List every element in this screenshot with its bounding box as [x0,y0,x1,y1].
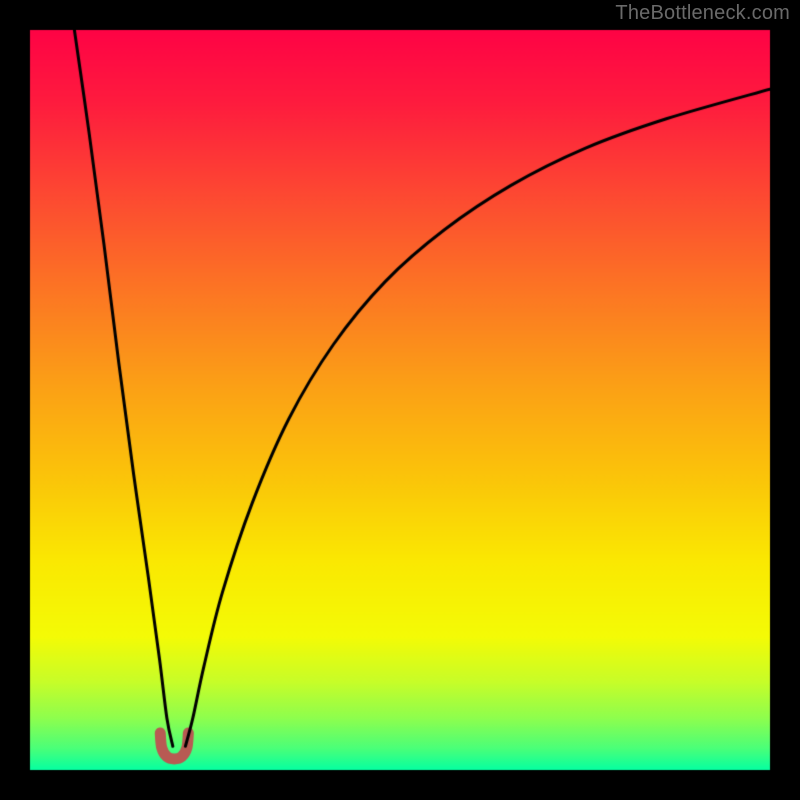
chart-stage: TheBottleneck.com [0,0,800,800]
bottleneck-curve-chart [0,0,800,800]
attribution-label: TheBottleneck.com [615,2,790,25]
